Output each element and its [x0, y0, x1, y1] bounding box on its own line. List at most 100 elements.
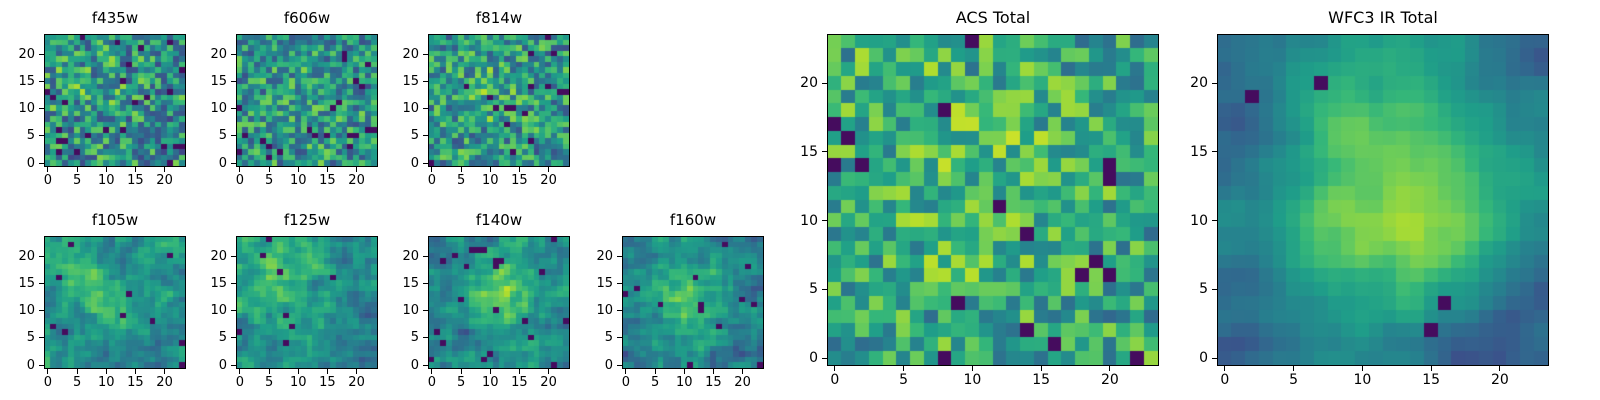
y-tick-f105w: [39, 364, 44, 366]
x-tick-acs-total: [834, 366, 836, 371]
x-tick-f125w: [239, 369, 241, 374]
y-tick-wfc3-ir-total: [1212, 151, 1217, 153]
y-tick-f814w: [423, 80, 428, 82]
y-tick-f125w: [231, 364, 236, 366]
x-tick-f160w: [742, 369, 744, 374]
y-tick-f105w: [39, 310, 44, 312]
x-tick-label-f435w: 15: [127, 173, 144, 188]
x-tick-label-f606w: 15: [319, 173, 336, 188]
y-tick-label-f435w: 5: [26, 128, 35, 144]
panel-title-f160w: f160w: [669, 211, 717, 229]
y-tick-label-wfc3-ir-total: 15: [1190, 143, 1208, 160]
y-tick-label-f140w: 5: [410, 330, 419, 346]
x-tick-f160w: [654, 369, 656, 374]
y-tick-label-f105w: 10: [18, 303, 35, 319]
y-tick-f140w: [423, 310, 428, 312]
y-tick-label-f125w: 5: [218, 330, 227, 346]
x-tick-acs-total: [903, 366, 905, 371]
x-tick-f435w: [134, 167, 136, 172]
y-tick-f160w: [617, 337, 622, 339]
x-tick-label-acs-total: 15: [1032, 372, 1051, 388]
x-tick-f814w: [518, 167, 520, 172]
x-tick-f814w: [548, 167, 550, 172]
y-tick-f435w: [39, 80, 44, 82]
y-tick-f814w: [423, 108, 428, 110]
x-tick-label-f105w: 5: [72, 375, 82, 390]
y-tick-label-f140w: 10: [402, 303, 419, 319]
x-tick-label-f140w: 5: [456, 375, 466, 390]
heatmap-canvas-f160w: [623, 237, 763, 368]
y-tick-label-f105w: 0: [26, 357, 35, 373]
y-tick-acs-total: [822, 288, 827, 290]
y-tick-label-f160w: 15: [596, 275, 613, 291]
panel-title-f140w: f140w: [475, 211, 523, 229]
x-tick-f814w: [460, 167, 462, 172]
y-tick-f606w: [231, 162, 236, 164]
y-tick-label-f140w: 0: [410, 357, 419, 373]
y-tick-label-f606w: 5: [218, 128, 227, 144]
y-tick-label-f606w: 10: [210, 101, 227, 117]
y-tick-label-f140w: 20: [402, 248, 419, 264]
heatmap-f160w: [622, 236, 764, 369]
y-tick-f160w: [617, 310, 622, 312]
x-tick-label-f606w: 0: [235, 173, 245, 188]
y-tick-f160w: [617, 282, 622, 284]
y-tick-label-f125w: 15: [210, 275, 227, 291]
x-tick-f125w: [268, 369, 270, 374]
x-tick-f105w: [105, 369, 107, 374]
x-tick-f140w: [431, 369, 433, 374]
y-tick-label-f160w: 20: [596, 248, 613, 264]
panel-title-f105w: f105w: [91, 211, 139, 229]
y-tick-f140w: [423, 282, 428, 284]
x-tick-label-f814w: 5: [456, 173, 466, 188]
x-tick-f814w: [489, 167, 491, 172]
heatmap-canvas-f125w: [237, 237, 377, 368]
x-tick-wfc3-ir-total: [1293, 366, 1295, 371]
y-tick-label-acs-total: 15: [800, 143, 818, 160]
y-tick-label-f814w: 5: [410, 128, 419, 144]
x-tick-label-f140w: 0: [427, 375, 437, 390]
x-tick-label-wfc3-ir-total: 5: [1289, 372, 1299, 388]
x-tick-f606w: [326, 167, 328, 172]
y-tick-f435w: [39, 162, 44, 164]
y-tick-f814w: [423, 135, 428, 137]
x-tick-f105w: [47, 369, 49, 374]
y-tick-f125w: [231, 255, 236, 257]
x-tick-label-f814w: 20: [540, 173, 557, 188]
x-tick-wfc3-ir-total: [1499, 366, 1501, 371]
y-tick-label-wfc3-ir-total: 5: [1199, 281, 1208, 298]
x-tick-f606w: [297, 167, 299, 172]
y-tick-label-f105w: 15: [18, 275, 35, 291]
x-tick-acs-total: [971, 366, 973, 371]
y-tick-f125w: [231, 310, 236, 312]
y-tick-f606w: [231, 80, 236, 82]
y-tick-f125w: [231, 337, 236, 339]
x-tick-f435w: [47, 167, 49, 172]
heatmap-f140w: [428, 236, 570, 369]
x-tick-label-f606w: 5: [264, 173, 274, 188]
y-tick-label-f160w: 10: [596, 303, 613, 319]
x-tick-f140w: [548, 369, 550, 374]
x-tick-label-wfc3-ir-total: 15: [1422, 372, 1441, 388]
y-tick-f606w: [231, 53, 236, 55]
x-tick-label-f814w: 15: [511, 173, 528, 188]
x-tick-f140w: [489, 369, 491, 374]
y-tick-label-f435w: 0: [26, 155, 35, 171]
x-tick-label-f160w: 5: [650, 375, 660, 390]
y-tick-label-acs-total: 5: [809, 281, 818, 298]
x-tick-f105w: [134, 369, 136, 374]
y-tick-f140w: [423, 337, 428, 339]
y-tick-acs-total: [822, 151, 827, 153]
heatmap-canvas-f435w: [45, 35, 185, 166]
y-tick-label-f814w: 20: [402, 46, 419, 62]
heatmap-canvas-f814w: [429, 35, 569, 166]
heatmap-f814w: [428, 34, 570, 167]
panel-title-f435w: f435w: [91, 9, 139, 27]
y-tick-label-f105w: 20: [18, 248, 35, 264]
x-tick-f160w: [625, 369, 627, 374]
x-tick-f435w: [105, 167, 107, 172]
y-tick-label-wfc3-ir-total: 10: [1190, 212, 1208, 229]
x-tick-label-f125w: 20: [348, 375, 365, 390]
x-tick-label-f105w: 0: [43, 375, 53, 390]
x-tick-label-acs-total: 0: [830, 372, 840, 388]
